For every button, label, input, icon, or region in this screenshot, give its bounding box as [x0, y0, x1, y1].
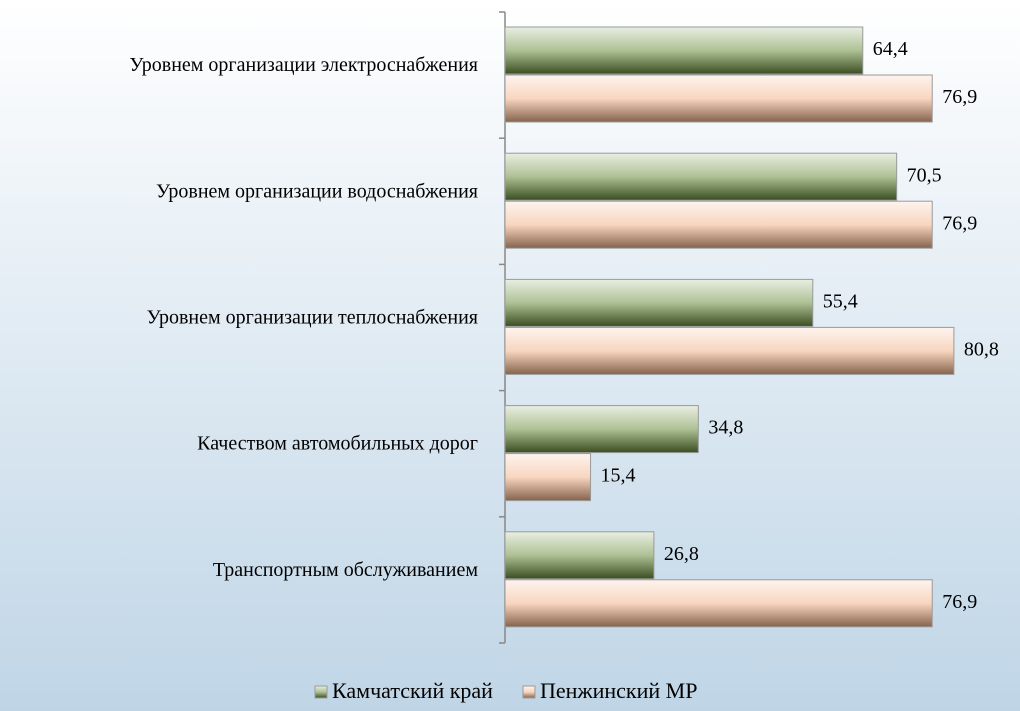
category-label: Уровнем организации водоснабжения [156, 180, 478, 202]
value-label: 55,4 [823, 290, 858, 312]
value-label: 76,9 [942, 591, 977, 613]
category-label: Транспортным обслуживанием [213, 559, 479, 581]
legend-swatch [314, 685, 328, 699]
legend-label: Камчатский край [332, 678, 493, 703]
bar [504, 152, 898, 201]
category-label: Качеством автомобильных дорог [197, 433, 478, 455]
value-label: 15,4 [601, 465, 636, 487]
value-label: 80,8 [964, 338, 999, 360]
legend-swatch [522, 685, 536, 699]
value-label: 26,8 [664, 543, 699, 565]
value-label: 34,8 [708, 417, 743, 439]
value-label: 70,5 [907, 164, 942, 186]
category-label: Уровнем организации теплоснабжения [147, 306, 478, 328]
value-label: 76,9 [942, 86, 977, 108]
bar [504, 405, 699, 454]
category-label: Уровнем организации электроснабжения [129, 54, 478, 76]
bar [504, 200, 933, 249]
legend-label: Пенжинский МР [540, 678, 697, 703]
bar [504, 453, 592, 502]
bar [504, 579, 933, 628]
bar [504, 531, 655, 580]
bar [504, 26, 864, 75]
value-label: 64,4 [873, 38, 908, 60]
value-label: 76,9 [942, 212, 977, 234]
bar [504, 326, 955, 375]
bar [504, 278, 814, 327]
bar [504, 74, 933, 123]
